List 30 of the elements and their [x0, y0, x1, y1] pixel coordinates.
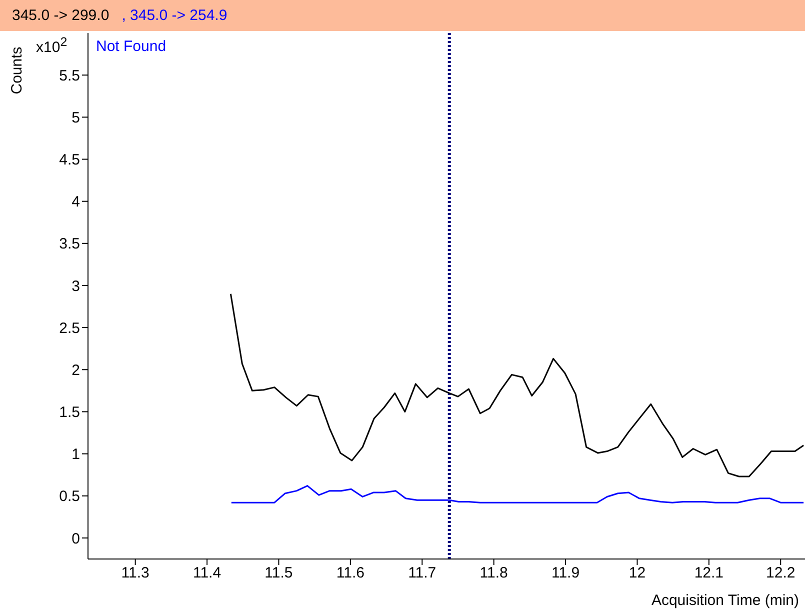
y-tick-label: 3.5 [59, 236, 80, 253]
x-tick-label: 11.5 [264, 564, 293, 582]
y-tick-label: 1 [72, 446, 80, 464]
x-tick-label: 11.3 [121, 564, 150, 582]
x-tick-label: 12 [628, 564, 646, 582]
x-tick-label: 12.2 [766, 564, 796, 582]
line-series [230, 293, 804, 478]
x-axis-title: Acquisition Time (min) [651, 592, 799, 609]
text: x10$^{2}$ [36, 35, 68, 56]
y-axis-title: Counts [8, 46, 26, 94]
y-tick-label: 5 [72, 109, 80, 126]
x-tick-label: 11.7 [408, 564, 436, 582]
x-tick-label: 12.1 [694, 564, 724, 582]
text: , 345.0 -> 254.9 [120, 7, 228, 24]
annotation: Not Found [96, 38, 166, 55]
x-tick-label: 11.4 [192, 564, 222, 582]
y-tick-label: 2 [72, 362, 80, 379]
text: 345.0 -> 299.0 [12, 7, 110, 24]
y-tick-label: 0.5 [59, 488, 80, 506]
y-tick-label: 2.5 [59, 320, 80, 337]
y-tick-label: 4 [72, 194, 80, 211]
y-tick-label: 4.5 [59, 152, 80, 169]
y-tick-label: 5.5 [59, 67, 80, 84]
x-tick-label: 11.8 [480, 564, 508, 582]
y-tick-label: 0 [72, 530, 80, 548]
line-series [230, 485, 804, 504]
y-tick-label: 1.5 [59, 404, 80, 422]
x-tick-label: 11.9 [551, 564, 580, 582]
x-tick-label: 11.6 [336, 564, 364, 582]
y-tick-label: 3 [72, 278, 80, 295]
